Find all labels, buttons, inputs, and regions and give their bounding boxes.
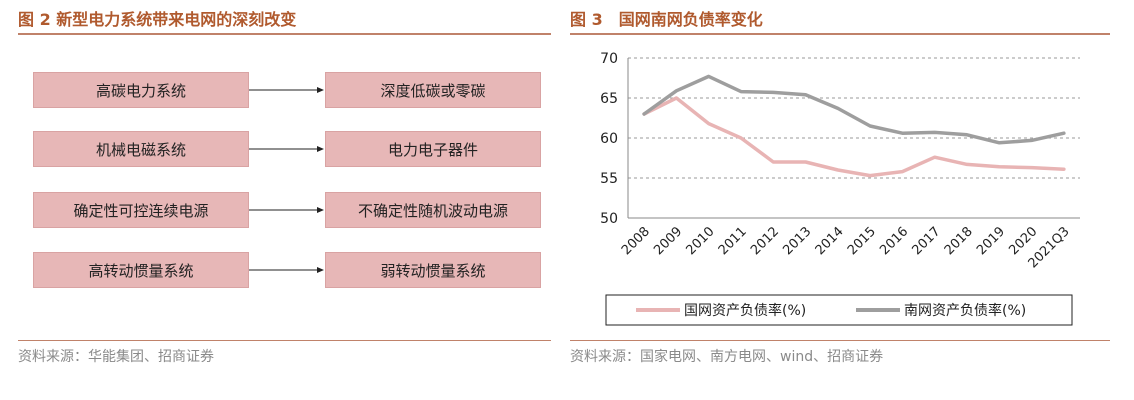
y-tick-label: 55: [600, 171, 618, 187]
arrow-right-icon: [249, 146, 324, 152]
series-line-nanwang: [642, 74, 1066, 145]
figure3-title: 图 3 国网南网负债率变化: [570, 10, 763, 29]
from-box-3: 确定性可控连续电源: [33, 192, 249, 228]
x-tick-label: 2010: [684, 224, 718, 258]
series-line-guowang: [642, 96, 1066, 178]
arrow-right-icon: [249, 87, 324, 93]
y-tick-label: 50: [600, 211, 618, 227]
to-box-4: 弱转动惯量系统: [325, 252, 541, 288]
x-tick-label: 2011: [716, 224, 750, 258]
y-tick-label: 60: [600, 131, 618, 147]
x-tick-label: 2017: [910, 224, 944, 258]
figure2-title-rule: [18, 33, 551, 35]
figure3-title-rule: [570, 33, 1110, 35]
y-tick-label: 70: [600, 51, 618, 67]
arrow-right-icon: [249, 267, 324, 273]
to-box-3: 不确定性随机波动电源: [325, 192, 541, 228]
x-tick-label: 2019: [974, 224, 1008, 258]
x-tick-label: 2018: [942, 224, 976, 258]
legend-label-guowang: 国网资产负债率(%): [684, 302, 806, 319]
from-box-1: 高碳电力系统: [33, 72, 249, 108]
legend-box: [605, 294, 1073, 326]
x-tick-label: 2016: [877, 224, 911, 258]
from-box-2: 机械电磁系统: [33, 131, 249, 167]
figure2-bottom-rule: [18, 340, 551, 341]
x-tick-label: 2012: [748, 224, 782, 258]
to-box-2: 电力电子器件: [325, 131, 541, 167]
x-tick-label: 2009: [651, 224, 685, 258]
figure3-bottom-rule: [570, 340, 1110, 341]
arrow-right-icon: [249, 207, 324, 213]
figure2-title: 图 2 新型电力系统带来电网的深刻改变: [18, 10, 297, 29]
x-tick-label: 2013: [780, 224, 814, 258]
figure3-source: 资料来源：国家电网、南方电网、wind、招商证券: [570, 349, 884, 365]
x-tick-label: 2015: [845, 224, 879, 258]
x-tick-label: 2008: [619, 224, 653, 258]
from-box-4: 高转动惯量系统: [33, 252, 249, 288]
y-tick-label: 65: [600, 91, 618, 107]
figure2-source: 资料来源：华能集团、招商证券: [18, 349, 214, 365]
to-box-1: 深度低碳或零碳: [325, 72, 541, 108]
legend-label-nanwang: 南网资产负债率(%): [904, 302, 1026, 319]
x-tick-label: 2014: [813, 224, 847, 258]
